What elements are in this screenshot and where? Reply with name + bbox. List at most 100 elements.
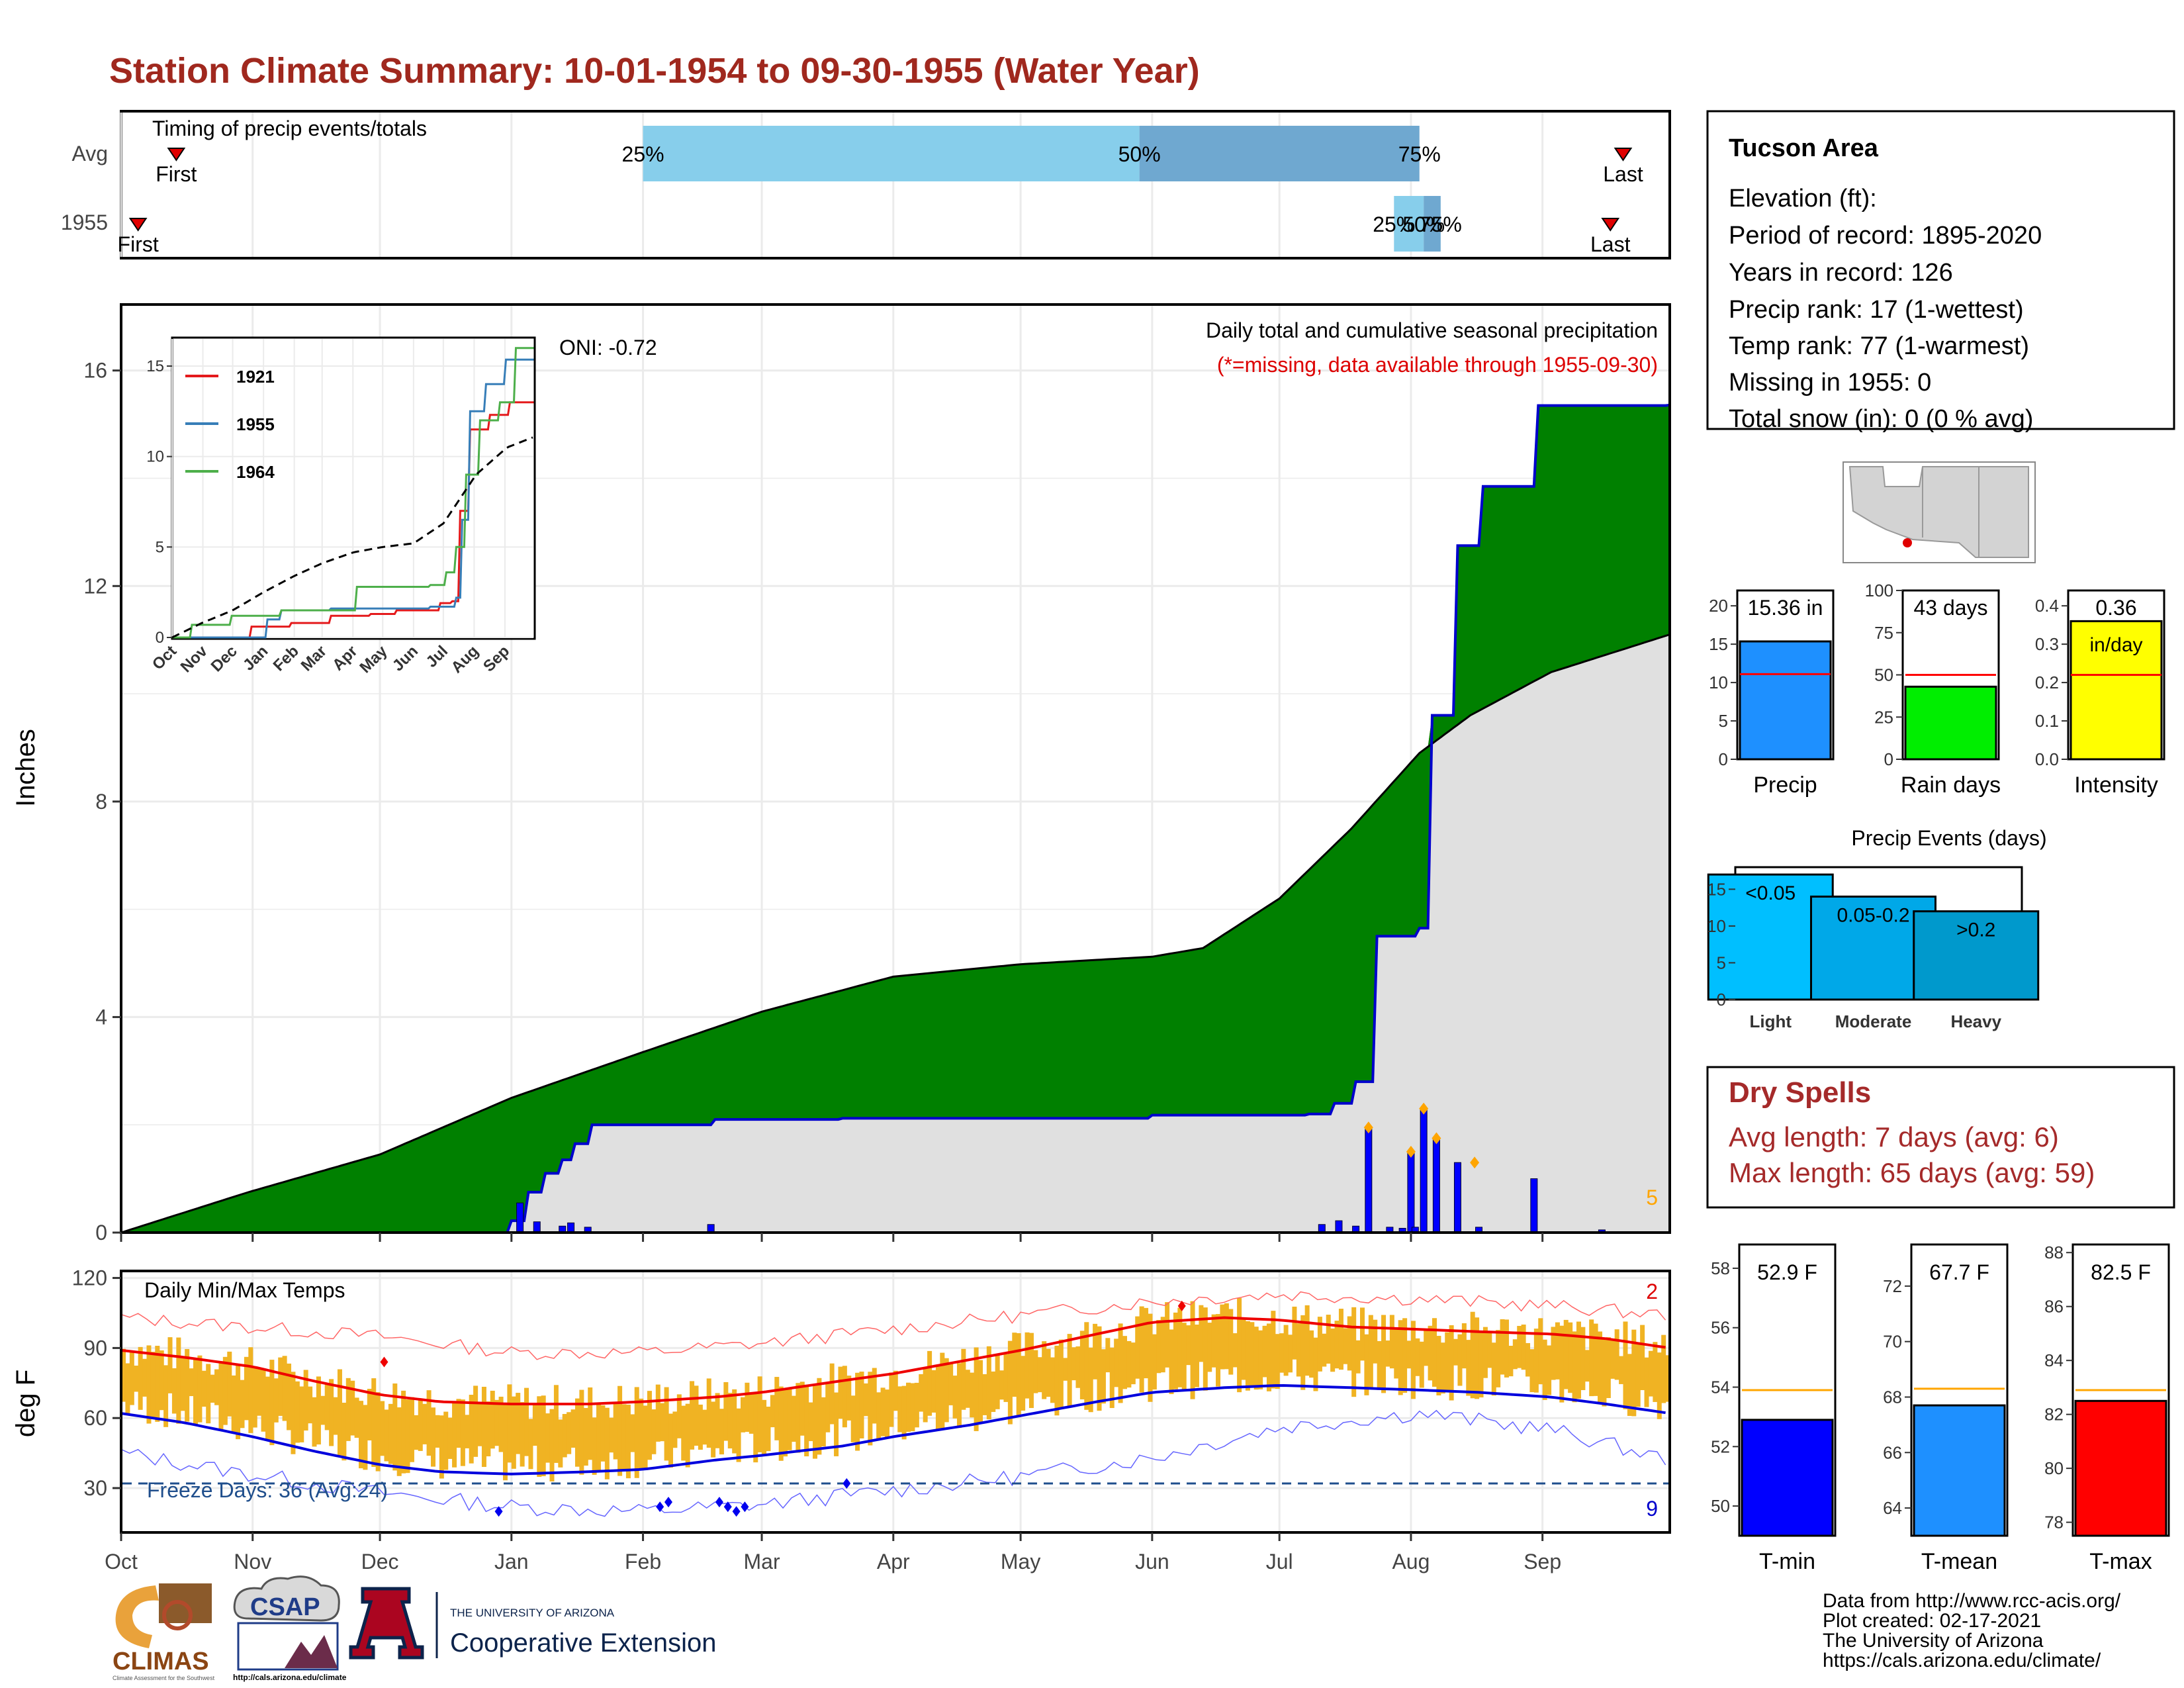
daily-temp-bar [1275,1334,1280,1389]
daily-temp-bar [906,1382,911,1432]
daily-temp-bar [367,1389,372,1440]
daily-temp-bar [1547,1345,1552,1395]
daily-temp-bar [634,1387,639,1478]
daily-temp-bar [1368,1315,1373,1387]
daily-temp-bar [1496,1330,1501,1387]
daily-temp-bar [727,1393,733,1449]
daily-temp-bar [460,1399,465,1466]
daily-temp-bar [562,1414,567,1458]
daily-temp-bar [320,1395,326,1425]
daily-temp-bar [884,1389,889,1438]
y-tick-label: 86 [2044,1297,2064,1317]
timing-title: Timing of precip events/totals [152,117,427,140]
daily-temp-bar [609,1417,614,1453]
timing-avg-pct-label: 50% [1118,142,1161,166]
daily-temp-bar [1050,1357,1056,1403]
mini-bar [1741,1419,1834,1537]
timing-year-first-marker [128,218,148,232]
daily-temp-bar [1627,1354,1632,1416]
daily-temp-bar [1653,1342,1658,1402]
daily-temp-bar [600,1405,606,1462]
daily-temp-bar [1021,1356,1026,1411]
daily-temp-bar [1054,1345,1060,1416]
heavy-count: 5 [1646,1186,1658,1209]
mini-temp-t-min: 52.9 F 50 52 54 56 58 T-min [1711,1243,1837,1574]
daily-temp-bar [150,1352,156,1419]
y-tick-label: 20 [1709,596,1728,616]
daily-temp-bar [855,1372,860,1451]
inset-series-1955 [172,358,534,639]
daily-temp-bar [167,1337,173,1393]
y-tick-label: 50 [1874,665,1893,685]
daily-temp-bar [1559,1325,1565,1403]
daily-temp-bar [1453,1338,1459,1366]
daily-temp-bar [796,1383,801,1453]
daily-temp-bar [380,1401,385,1456]
inset-y-tick-label: 5 [156,538,164,556]
daily-temp-bar [465,1415,470,1448]
timing-avg-pct-label: 75% [1398,142,1441,166]
daily-temp-bar [1529,1349,1535,1393]
daily-temp-bar [1415,1338,1420,1376]
surplus-area [121,404,1670,1233]
daily-temp-bar [651,1409,657,1454]
daily-precip-bar [533,1221,541,1233]
daily-temp-bar [324,1383,330,1430]
timing-year-first-label: First [118,232,159,256]
daily-temp-bar [1186,1325,1191,1366]
daily-temp-bar [1105,1338,1111,1373]
heavy-day-marker [1470,1156,1480,1169]
daily-temp-bar [1525,1342,1531,1377]
daily-temp-bar [227,1351,232,1417]
timing-year-pct-label: 50% [1402,212,1445,236]
mini-value-label: 52.9 F [1757,1260,1817,1284]
daily-temp-bar [1648,1350,1653,1397]
y-tick-label: 5 [1719,711,1728,731]
daily-temp-bar [197,1355,203,1423]
csap-wordmark: CSAP [250,1593,320,1621]
daily-temp-bar [439,1415,444,1479]
dry-spells-title: Dry Spells [1729,1076,1871,1109]
month-label: Dec [361,1550,399,1573]
y-tick-label: 0 [1717,990,1726,1009]
timing-avg-q1-bar [643,126,1140,181]
hot-record-marker [1177,1300,1186,1311]
daily-temp-bar [452,1402,457,1468]
daily-temp-bar [1093,1323,1098,1380]
daily-temp-bar [690,1381,695,1450]
daily-temp-bar [1135,1316,1140,1379]
daily-temp-bar [261,1368,266,1432]
mini-precip-intensity: 0.36 in/day 0.0 0.1 0.2 0.3 0.4 Intensity [2035,589,2165,798]
daily-temp-bar [1033,1350,1038,1393]
climas-wordmark: CLIMAS [113,1648,209,1675]
daily-temp-bar [308,1386,313,1424]
daily-temp-bar [1410,1321,1416,1399]
daily-temp-bar [604,1407,610,1479]
daily-temp-bar [218,1361,224,1430]
month-label: Nov [234,1550,271,1573]
daily-temp-bar [1181,1323,1187,1391]
daily-temp-bar [723,1382,729,1441]
daily-temp-bar [1232,1333,1238,1368]
daily-temp-bar [129,1351,134,1405]
daily-temp-bar [567,1412,572,1454]
daily-temp-bar [401,1390,406,1474]
daily-temp-bar [273,1378,279,1423]
mini-chart-label: T-max [2089,1549,2152,1574]
daily-temp-bar [516,1393,521,1454]
month-label: Jun [1135,1550,1169,1573]
daily-temp-bar [872,1368,877,1424]
y-tick-label: 66 [1883,1442,1902,1462]
y-tick-label: 82 [2044,1405,2064,1425]
daily-temp-bar [1487,1333,1492,1368]
daily-temp-bar [1160,1317,1165,1373]
daily-temp-bar [1555,1322,1560,1380]
daily-temp-bar [341,1403,347,1461]
daily-temp-bar [889,1372,894,1427]
daily-temp-bar [396,1407,402,1476]
timing-avg-first-label: First [156,162,197,186]
daily-temp-bar [1610,1338,1615,1379]
daily-temp-bar [859,1372,864,1439]
footer-line: The University of Arizona [1823,1630,2044,1652]
daily-temp-bar [956,1363,962,1429]
